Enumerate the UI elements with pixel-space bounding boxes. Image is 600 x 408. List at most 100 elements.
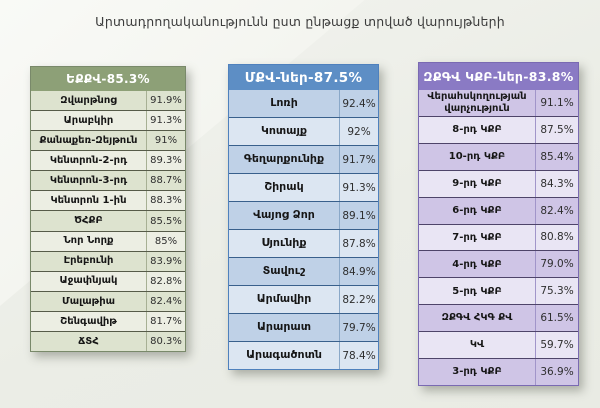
table-row: 6-րդ ԿՔԲ 82.4% <box>419 196 578 224</box>
row-label: 6-րդ ԿՔԲ <box>452 204 502 216</box>
row-label: Արաբկիր <box>63 114 114 126</box>
row-label: 3-րդ ԿՔԲ <box>452 366 502 378</box>
table-row: Վայոց Ձոր 89.1% <box>229 201 378 229</box>
table-row: 10-րդ ԿՔԲ 85.4% <box>419 142 578 170</box>
row-label: 10-րդ ԿՔԲ <box>448 151 506 163</box>
row-value: 85.4% <box>535 143 578 170</box>
row-value: 87.8% <box>339 230 378 257</box>
table-yerevan-city-investigative: ԵՔՔՎ-85.3% Զվարթնոց 91.9% Արաբկիր 91.3% Քանա… <box>30 66 186 352</box>
table-header: ԵՔՔՎ-85.3% <box>31 67 185 91</box>
row-label: Կենտրոն-3-րդ <box>49 175 128 187</box>
row-value: 82.8% <box>146 271 185 291</box>
table-row: Կենտրոն 1-ին 88.3% <box>31 190 185 211</box>
table-body: Լոռի 92.4% Կոտայք 92% Գեղարքունիք 91.7% Շիրակ 9… <box>229 90 378 369</box>
table-row: Շենգավիթ 81.7% <box>31 310 185 331</box>
row-value: 78.4% <box>339 342 378 369</box>
row-label: Արագածոտն <box>246 348 322 362</box>
row-value: 84.3% <box>535 170 578 197</box>
row-label: Վայոց Ձոր <box>253 208 315 222</box>
table-row: 8-րդ ԿՔԲ 87.5% <box>419 115 578 143</box>
page-title: Արտադրողականությունն ըստ ընթացք տրված վա… <box>95 14 505 29</box>
row-label: 8-րդ ԿՔԲ <box>452 124 502 136</box>
table-row: Արարատ 79.7% <box>229 313 378 341</box>
table-row: Լոռի 92.4% <box>229 90 378 117</box>
row-label: Մալաթիա <box>61 295 116 307</box>
table-body: Զվարթնոց 91.9% Արաբկիր 91.3% Քանաքեռ-Զեյթուն… <box>31 91 185 352</box>
row-label: Շենգավիթ <box>60 315 117 327</box>
row-value: 91.1% <box>535 90 578 116</box>
row-label: 4-րդ ԿՔԲ <box>452 258 502 270</box>
table-row: 3-րդ ԿՔԲ 36.9% <box>419 358 578 385</box>
table-row: ԶՔԳՎ ՀԿԳ ՔՎ 61.5% <box>419 304 578 332</box>
row-label: ԿՎ <box>469 339 485 351</box>
row-label: Տավուշ <box>262 264 306 278</box>
table-military-garrison-investigative: ԶՔԳՎ ԿՔԲ-ներ-83.8% Վերահսկողության վարչո… <box>418 62 579 386</box>
row-label: Լոռի <box>270 96 298 110</box>
row-label: Կենտրոն-2-րդ <box>49 155 128 167</box>
table-row: Զվարթնոց 91.9% <box>31 91 185 111</box>
row-label: 9-րդ ԿՔԲ <box>452 177 502 189</box>
row-value: 91.7% <box>339 146 378 173</box>
row-value: 91.3% <box>146 111 185 131</box>
table-row: ԿՎ 59.7% <box>419 331 578 359</box>
row-label: Շիրակ <box>264 180 304 194</box>
row-value: 82.2% <box>339 286 378 313</box>
table-row: Արաբկիր 91.3% <box>31 110 185 131</box>
row-value: 92% <box>339 118 378 145</box>
row-value: 89.3% <box>146 151 185 171</box>
row-label: ԾՀՔԲ <box>74 215 103 227</box>
row-value: 36.9% <box>535 359 578 385</box>
row-label: Աջափնյակ <box>59 275 118 287</box>
row-value: 83.9% <box>146 251 185 271</box>
row-value: 79.7% <box>339 314 378 341</box>
row-label: Էրեբունի <box>63 255 114 267</box>
row-label: Կենտրոն 1-ին <box>50 195 127 207</box>
row-label: ՃՏՀ <box>78 335 99 347</box>
table-row: Արագածոտն 78.4% <box>229 341 378 369</box>
row-value: 87.5% <box>535 116 578 143</box>
row-value: 88.3% <box>146 191 185 211</box>
row-value: 91% <box>146 131 185 151</box>
table-row: 5-րդ ԿՔԲ 75.3% <box>419 277 578 305</box>
table-body: Վերահսկողության վարչություն 91.1% 8-րդ ԿՔԲ… <box>419 90 578 385</box>
row-value: 91.9% <box>146 91 185 111</box>
table-row: Քանաքեռ-Զեյթուն 91% <box>31 130 185 151</box>
row-value: 82.4% <box>535 197 578 224</box>
table-row: 9-րդ ԿՔԲ 84.3% <box>419 169 578 197</box>
row-value: 75.3% <box>535 278 578 305</box>
row-label: Վերահսկողության վարչություն <box>427 91 527 114</box>
row-value: 92.4% <box>339 90 378 117</box>
table-row: Աջափնյակ 82.8% <box>31 270 185 291</box>
row-value: 81.7% <box>146 311 185 331</box>
row-value: 82.4% <box>146 291 185 311</box>
row-label: Գեղարքունիք <box>243 152 325 166</box>
row-label: Արարատ <box>256 320 311 334</box>
table-row: ԾՀՔԲ 85.5% <box>31 210 185 231</box>
table-row: ՃՏՀ 80.3% <box>31 330 185 352</box>
row-label: Քանաքեռ-Զեյթուն <box>39 134 138 146</box>
table-regional-investigative: ՄՔՎ-ներ-87.5% Լոռի 92.4% Կոտայք 92% Գեղարքու… <box>228 64 379 370</box>
row-label: 5-րդ ԿՔԲ <box>452 285 502 297</box>
table-row: Էրեբունի 83.9% <box>31 250 185 271</box>
row-label: 7-րդ ԿՔԲ <box>452 231 502 243</box>
row-value: 59.7% <box>535 332 578 359</box>
table-row: 4-րդ ԿՔԲ 79.0% <box>419 250 578 278</box>
table-row: 7-րդ ԿՔԲ 80.8% <box>419 223 578 251</box>
table-row: Գեղարքունիք 91.7% <box>229 145 378 173</box>
row-label: Սյունիք <box>261 236 307 250</box>
row-label: ԶՔԳՎ ՀԿԳ ՔՎ <box>441 312 513 324</box>
table-row: Վերահսկողության վարչություն 91.1% <box>419 90 578 116</box>
table-header: ՄՔՎ-ներ-87.5% <box>229 65 378 90</box>
table-row: Կենտրոն-2-րդ 89.3% <box>31 150 185 171</box>
table-row: Նոր Նորք 85% <box>31 230 185 251</box>
row-value: 89.1% <box>339 202 378 229</box>
table-row: Շիրակ 91.3% <box>229 173 378 201</box>
row-label: Արմավիր <box>256 292 312 306</box>
row-value: 85% <box>146 231 185 251</box>
row-value: 85.5% <box>146 211 185 231</box>
row-value: 61.5% <box>535 305 578 332</box>
row-value: 84.9% <box>339 258 378 285</box>
row-value: 80.3% <box>146 331 185 352</box>
table-row: Սյունիք 87.8% <box>229 229 378 257</box>
row-value: 79.0% <box>535 251 578 278</box>
